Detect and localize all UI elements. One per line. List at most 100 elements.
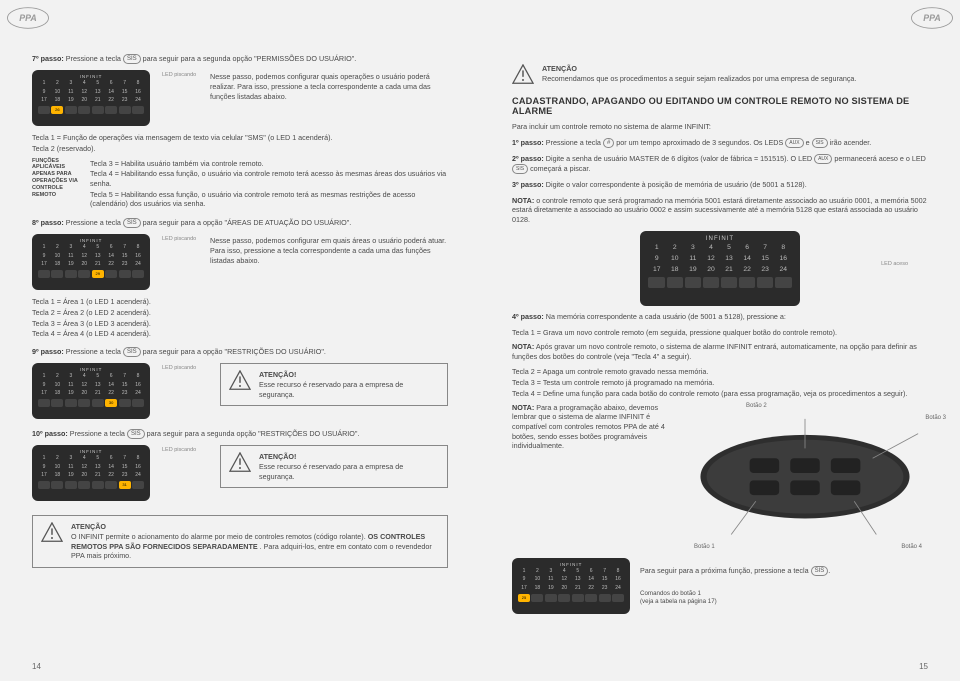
list-line: Tecla 1 = Área 1 (o LED 1 acenderá).	[32, 297, 448, 307]
step-10-row: INFINIT123456789101112131415161718192021…	[32, 445, 448, 501]
tecla-list-b: Tecla 1 = Área 1 (o LED 1 acenderá). Tec…	[32, 297, 448, 339]
step-7-row: INFINIT123456789101112131415161718192021…	[32, 70, 448, 126]
text: Pressione a tecla	[66, 347, 121, 356]
sis-key-pill: SIS	[123, 218, 141, 228]
warning-icon	[41, 522, 63, 542]
list-line: Tecla 2 = Apaga um controle remoto grava…	[512, 367, 928, 377]
bottom-kp-row: INFINIT123456789101112131415161718192021…	[512, 558, 928, 614]
text: Após gravar um novo controle remoto, o s…	[512, 342, 917, 361]
func-block: FUNÇÕES APLICÁVEIS APENAS PARA OPERAÇÕES…	[32, 158, 448, 211]
list-line: Tecla 3 = Habilita usuário também via co…	[90, 159, 448, 169]
remote-b4: Botão 4	[901, 544, 922, 550]
text: para seguir para a segunda opção "RESTRI…	[147, 429, 360, 438]
nota-3: NOTA: Para a programação abaixo, devemos…	[512, 403, 672, 452]
atencao-body: Esse recurso é reservado para a empresa …	[259, 380, 403, 399]
keypad-9: INFINIT123456789101112131415161718192021…	[32, 363, 150, 419]
atencao-body: Recomendamos que os procedimentos a segu…	[542, 74, 856, 83]
text: Pressione a tecla	[66, 218, 121, 227]
led-label-9: LED piscando	[162, 365, 196, 371]
keypad-large: INFINIT123456789101112131415161718192021…	[640, 231, 799, 307]
hash-key-pill: #	[603, 138, 614, 148]
text: Pressione a tecla	[70, 429, 125, 438]
label: 3º passo:	[512, 180, 544, 189]
svg-text:PPA: PPA	[923, 13, 940, 23]
atencao-title: ATENÇÃO!	[259, 452, 296, 461]
svg-text:PPA: PPA	[19, 13, 36, 23]
list-line: Tecla 5 = Habilitando essa função, o usu…	[90, 190, 448, 209]
warning-icon	[229, 370, 251, 390]
sis-key-pill: SIS	[127, 429, 145, 439]
step-9-row: INFINIT123456789101112131415161718192021…	[32, 363, 448, 419]
page-left: PPA 7º passo: Pressione a tecla SIS para…	[0, 0, 480, 681]
remote-b1: Botão 1	[694, 544, 715, 550]
warning-icon	[229, 452, 251, 472]
intro-line: Para incluir um controle remoto no siste…	[512, 122, 928, 132]
led-label-7: LED piscando	[162, 72, 196, 78]
atencao-box-9: ATENÇÃO! Esse recurso é reservado para a…	[220, 363, 448, 406]
step-10-label: 10º passo:	[32, 429, 68, 438]
logo-ppa-top-left: PPA	[6, 6, 50, 30]
label: 2º passo:	[512, 154, 544, 163]
label: NOTA:	[512, 403, 534, 412]
step-7-label: 7º passo:	[32, 54, 64, 63]
step-10-line: 10º passo: Pressione a tecla SIS para se…	[32, 429, 448, 439]
keypad-large-wrap: INFINIT123456789101112131415161718192021…	[512, 231, 928, 307]
step-7-line: 7º passo: Pressione a tecla SIS para seg…	[32, 54, 448, 64]
step-3r: 3º passo: Digite o valor correspondente …	[512, 180, 928, 190]
text: para seguir para a opção "RESTRIÇÕES DO …	[143, 347, 326, 356]
list-line: Tecla 1 = Grava um novo controle remoto …	[512, 328, 928, 338]
list-line: Tecla 1 = Função de operações via mensag…	[32, 133, 448, 143]
atencao-title: ATENÇÃO	[71, 522, 106, 531]
text: O INFINIT permite o acionamento do alarm…	[71, 532, 368, 541]
step-9-line: 9º passo: Pressione a tecla SIS para seg…	[32, 347, 448, 357]
keypad-8: INFINIT123456789101112131415161718192021…	[32, 234, 150, 290]
atencao-box-10: ATENÇÃO! Esse recurso é reservado para a…	[220, 445, 448, 488]
sis-led-icon: SIS	[812, 138, 828, 148]
text: Digite o valor correspondente à posição …	[546, 180, 807, 189]
led-aceso-label: LED aceso	[881, 261, 908, 267]
step-1r: 1º passo: Pressione a tecla # por um tem…	[512, 138, 928, 148]
label: NOTA:	[512, 342, 534, 351]
list-line: Tecla 4 = Área 4 (o LED 4 acenderá).	[32, 329, 448, 339]
list-line: Tecla 3 = Área 3 (o LED 3 acenderá).	[32, 319, 448, 329]
keypad-7: INFINIT123456789101112131415161718192021…	[32, 70, 150, 126]
keypad-10: INFINIT123456789101112131415161718192021…	[32, 445, 150, 501]
step-7-pre: Pressione a tecla	[66, 54, 121, 63]
text: Pressione a tecla	[546, 138, 601, 147]
sis-key-pill: SIS	[811, 566, 829, 576]
text: permanecerá aceso e o LED	[834, 154, 926, 163]
list-line: Tecla 2 = Área 2 (o LED 2 acenderá).	[32, 308, 448, 318]
atencao-title: ATENÇÃO!	[259, 370, 296, 379]
label: 4º passo:	[512, 312, 544, 321]
page-right: PPA ATENÇÃO Recomendamos que os procedim…	[480, 0, 960, 681]
label: 1º passo:	[512, 138, 544, 147]
label: NOTA:	[512, 196, 534, 205]
step-2r: 2º passo: Digite a senha de usuário MAST…	[512, 154, 928, 174]
aux-led-icon: AUX	[785, 138, 803, 148]
remote-b3: Botão 3	[925, 415, 946, 421]
nota-2: NOTA: Após gravar um novo controle remot…	[512, 342, 928, 361]
led-label-8: LED piscando	[162, 236, 196, 242]
next-line: Para seguir para a próxima função, press…	[640, 566, 928, 576]
step-8-label: 8º passo:	[32, 218, 64, 227]
step-4r: 4º passo: Na memória correspondente a ca…	[512, 312, 928, 322]
list-line: Tecla 3 = Testa um controle remoto já pr…	[512, 378, 928, 388]
text: por um tempo aproximado de 3 segundos. O…	[616, 138, 783, 147]
bottom-kp-side: Comandos do botão 1 (veja a tabela na pá…	[640, 590, 928, 607]
remote-diagram: Botão 1 Botão 2 Botão 3 Botão 4	[682, 409, 928, 546]
func-side-label: FUNÇÕES APLICÁVEIS APENAS PARA OPERAÇÕES…	[32, 158, 80, 199]
text: e	[806, 138, 810, 147]
step-8-line: 8º passo: Pressione a tecla SIS para seg…	[32, 218, 448, 228]
aux-led-icon: AUX	[814, 154, 832, 164]
atencao-title: ATENÇÃO	[542, 64, 577, 73]
text: irão acender.	[830, 138, 872, 147]
nota-1: NOTA: o controle remoto que será program…	[512, 196, 928, 225]
tecla-list-a: Tecla 1 = Função de operações via mensag…	[32, 133, 448, 153]
text: Para a programação abaixo, devemos lembr…	[512, 403, 665, 451]
sis-key-pill: SIS	[123, 54, 141, 64]
step-8-paragraph: Nesse passo, podemos configurar em quais…	[170, 234, 448, 265]
page-number-right: 15	[919, 662, 928, 671]
text: começará a piscar.	[530, 164, 590, 173]
sis-led-icon: SIS	[512, 164, 528, 174]
keypad-bottom: INFINIT123456789101112131415161718192021…	[512, 558, 630, 614]
